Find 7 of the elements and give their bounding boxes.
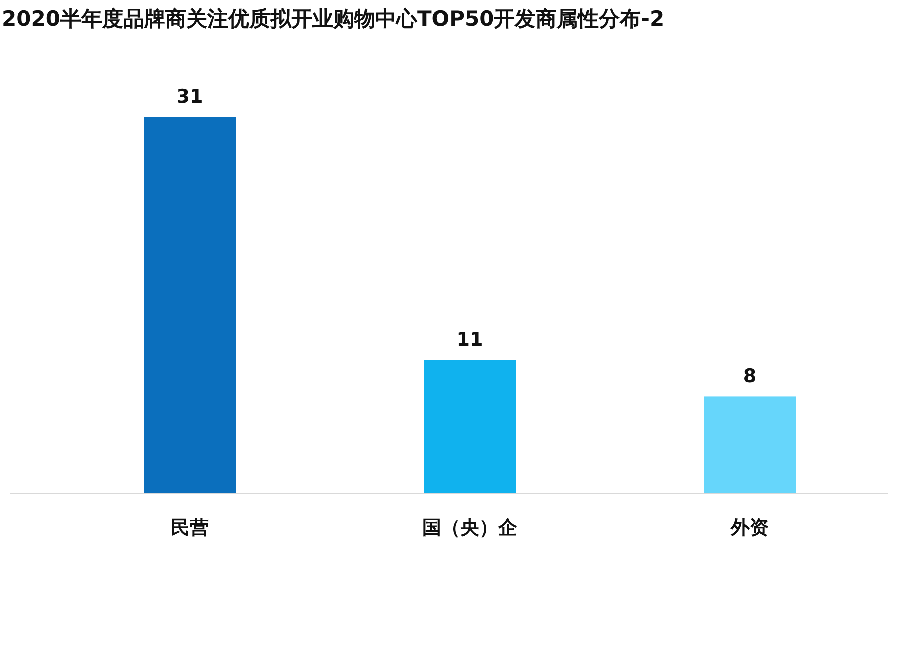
- x-tick-label: 国（央）企: [422, 517, 518, 539]
- x-tick-label: 外资: [730, 517, 769, 539]
- data-label: 31: [176, 86, 204, 108]
- data-label: 11: [456, 329, 484, 352]
- chart-title: 2020半年度品牌商关注优质拟开业购物中心TOP50开发商属性分布-2: [2, 7, 665, 31]
- x-tick-label: 民营: [171, 517, 209, 539]
- data-label: 8: [743, 366, 757, 388]
